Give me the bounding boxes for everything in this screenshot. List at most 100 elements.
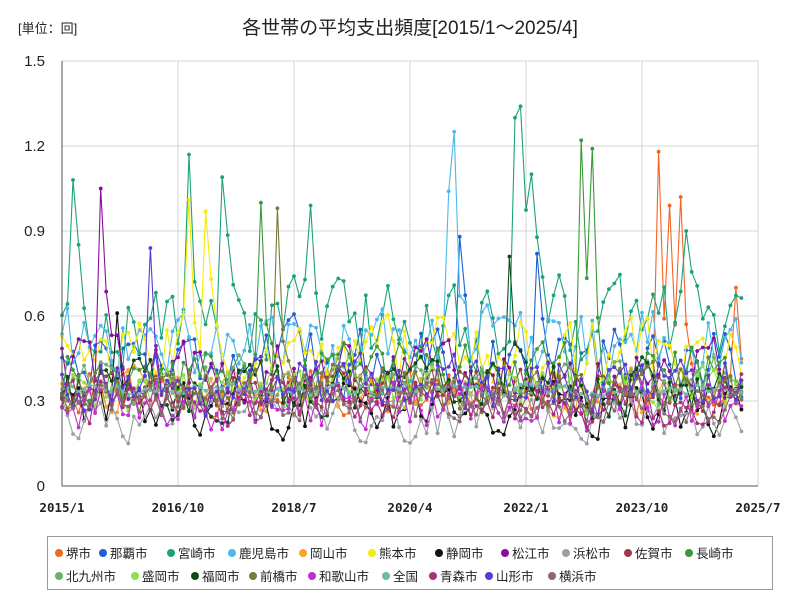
data-point	[231, 353, 236, 358]
data-point	[651, 353, 655, 358]
data-point	[115, 416, 120, 421]
legend-item: 北九州市	[55, 566, 116, 585]
data-point	[734, 397, 738, 402]
data-point	[623, 413, 628, 418]
data-point	[573, 427, 578, 431]
data-point	[397, 337, 401, 342]
data-point	[264, 381, 269, 385]
data-point	[259, 395, 263, 400]
data-point	[529, 375, 534, 380]
data-point	[595, 315, 600, 320]
data-point	[424, 385, 429, 390]
data-point	[463, 371, 468, 375]
data-point	[557, 398, 561, 402]
data-point	[358, 416, 363, 420]
data-point	[408, 341, 412, 345]
data-point	[380, 320, 385, 324]
x-tick-label: 2023/10	[616, 500, 669, 515]
data-point	[408, 367, 412, 372]
data-point	[684, 405, 689, 410]
data-point	[386, 371, 390, 376]
data-point	[148, 358, 153, 362]
data-point	[485, 303, 490, 308]
data-point	[673, 368, 677, 373]
data-point	[187, 368, 191, 372]
data-point	[507, 383, 512, 387]
data-point	[137, 391, 142, 396]
data-point	[662, 411, 666, 416]
data-point	[739, 360, 744, 365]
data-point	[612, 365, 617, 370]
data-point	[579, 383, 584, 388]
data-point	[435, 359, 440, 364]
series-line	[61, 390, 742, 445]
data-point	[286, 397, 291, 402]
data-point	[192, 337, 197, 342]
data-point	[518, 408, 523, 413]
data-point	[347, 344, 352, 348]
data-point	[71, 378, 75, 383]
data-point	[623, 328, 628, 333]
data-point	[143, 387, 147, 391]
legend-marker	[435, 548, 443, 557]
data-point	[270, 403, 274, 408]
data-point	[76, 392, 81, 397]
data-point	[65, 398, 70, 403]
data-point	[474, 369, 479, 374]
series-青森市	[60, 374, 744, 429]
data-point	[76, 425, 81, 430]
data-point	[435, 387, 440, 391]
data-point	[491, 316, 495, 320]
data-point	[104, 289, 109, 294]
data-point	[529, 335, 534, 340]
data-point	[573, 407, 578, 412]
data-point	[430, 378, 434, 383]
data-point	[673, 320, 677, 325]
data-point	[419, 376, 423, 381]
data-point	[187, 152, 191, 157]
data-point	[695, 421, 700, 426]
data-point	[491, 415, 495, 420]
series-前橋市	[60, 206, 744, 417]
data-point	[479, 380, 484, 385]
data-point	[524, 329, 528, 334]
data-point	[667, 376, 672, 380]
data-point	[419, 408, 423, 413]
data-point	[651, 400, 655, 405]
data-point	[518, 402, 523, 407]
data-point	[143, 374, 147, 378]
data-point	[154, 423, 158, 427]
data-point	[557, 404, 561, 409]
data-point	[386, 312, 390, 317]
data-point	[689, 395, 694, 400]
data-point	[270, 315, 274, 320]
data-point	[137, 321, 142, 326]
data-point	[242, 348, 247, 353]
data-point	[231, 376, 236, 380]
legend: 堺市 那覇市 宮崎市 鹿児島市 岡山市 熊本市 静岡市 松江市 浜松市 佐賀市 長崎市 北九州市 盛岡市…	[47, 536, 773, 590]
data-point	[562, 340, 567, 345]
data-point	[170, 386, 175, 391]
data-point	[192, 280, 197, 284]
data-point	[734, 293, 738, 298]
data-point	[695, 340, 700, 345]
data-point	[441, 341, 445, 346]
data-point	[165, 299, 169, 304]
data-point	[104, 368, 109, 373]
data-point	[496, 381, 501, 386]
data-point	[82, 419, 86, 424]
data-point	[706, 346, 711, 350]
data-point	[192, 386, 197, 391]
data-point	[402, 439, 407, 443]
data-point	[380, 413, 385, 417]
data-point	[65, 407, 70, 412]
data-point	[143, 322, 147, 327]
data-point	[739, 372, 744, 376]
data-point	[82, 339, 86, 344]
data-point	[557, 321, 561, 325]
data-point	[706, 321, 711, 325]
data-point	[209, 351, 214, 356]
data-point	[535, 397, 539, 401]
data-point	[441, 315, 445, 320]
data-point	[579, 436, 584, 441]
